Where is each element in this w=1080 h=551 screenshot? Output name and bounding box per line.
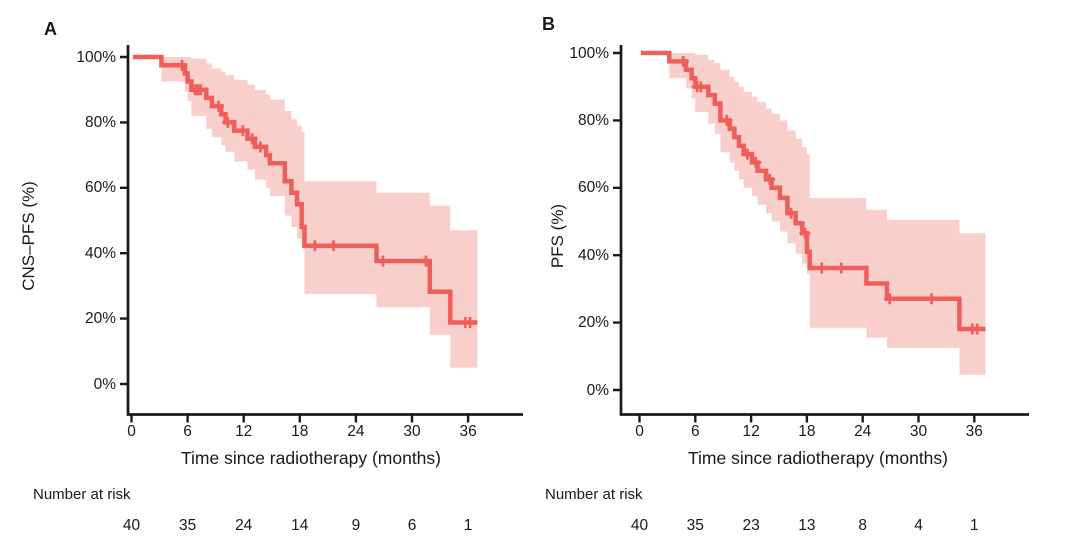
x-tick-label: 24 [854,423,872,440]
x-tick-label: 18 [291,423,309,440]
x-tick-label: 12 [235,423,253,440]
y-tick-label: 100% [569,44,609,62]
y-tick-label: 60% [84,179,116,197]
y-tick-label: 80% [84,113,116,131]
censor-marks [176,59,476,328]
x-tick-label: 18 [798,423,816,440]
x-tick-label: 30 [403,423,421,440]
x-tick-label: 6 [183,423,192,440]
number-at-risk-value: 6 [407,517,417,534]
confidence-band [640,53,986,375]
x-tick-label: 0 [635,423,644,440]
number-at-risk-value: 13 [798,517,816,534]
tick-marks [120,55,470,423]
panel-b-x-axis-title: Time since radiotherapy (months) [687,448,948,468]
number-at-risk-value: 4 [914,517,923,534]
x-tick-label: 36 [965,423,983,440]
y-tick-label: 20% [84,310,116,328]
number-at-risk-value: 9 [351,517,361,534]
confidence-band [132,57,478,368]
panel-b-number-at-risk-label: Number at risk [545,486,643,503]
number-at-risk-value: 35 [686,517,704,534]
number-at-risk-value: 14 [291,517,309,534]
number-at-risk-value: 40 [122,517,141,534]
number-at-risk-value: 8 [858,517,867,534]
x-tick-label: 0 [127,423,136,440]
y-tick-label: 40% [577,246,609,264]
x-tick-label: 12 [742,423,760,440]
panel-b-plot-canvas [613,45,1029,423]
panel-a-number-at-risk-label: Number at risk [33,486,131,503]
axes [126,45,523,416]
y-tick-label: 80% [577,111,609,129]
number-at-risk-value: 1 [969,517,979,534]
x-tick-label: 6 [690,423,700,440]
number-at-risk-value: 35 [178,517,197,534]
x-tick-label: 24 [347,423,365,440]
number-at-risk-value: 40 [630,517,649,534]
panel-b-letter: B [542,14,556,34]
number-at-risk-value: 24 [235,517,253,534]
y-tick-label: 0% [93,375,116,393]
tick-marks [613,51,976,423]
y-tick-label: 0% [586,381,609,399]
axes [619,45,1029,416]
censor-marks [677,55,983,335]
panel-a: A CNS–PFS (%) Time since radiotherapy (m… [19,19,523,534]
number-at-risk-value: 1 [463,517,473,534]
x-tick-label: 36 [459,423,477,440]
survival-curve [132,54,478,325]
y-tick-label: 40% [84,244,116,262]
y-tick-label: 60% [577,179,609,197]
panel-a-x-axis-title: Time since radiotherapy (months) [180,448,441,468]
panel-a-letter: A [44,19,58,39]
y-tick-label: 20% [577,314,609,332]
number-at-risk-value: 23 [742,517,760,534]
x-tick-label: 30 [909,423,928,440]
panel-b: B PFS (%) Time since radiotherapy (month… [540,0,1080,551]
panel-a-plot-canvas [120,45,523,423]
y-tick-label: 100% [76,48,116,66]
